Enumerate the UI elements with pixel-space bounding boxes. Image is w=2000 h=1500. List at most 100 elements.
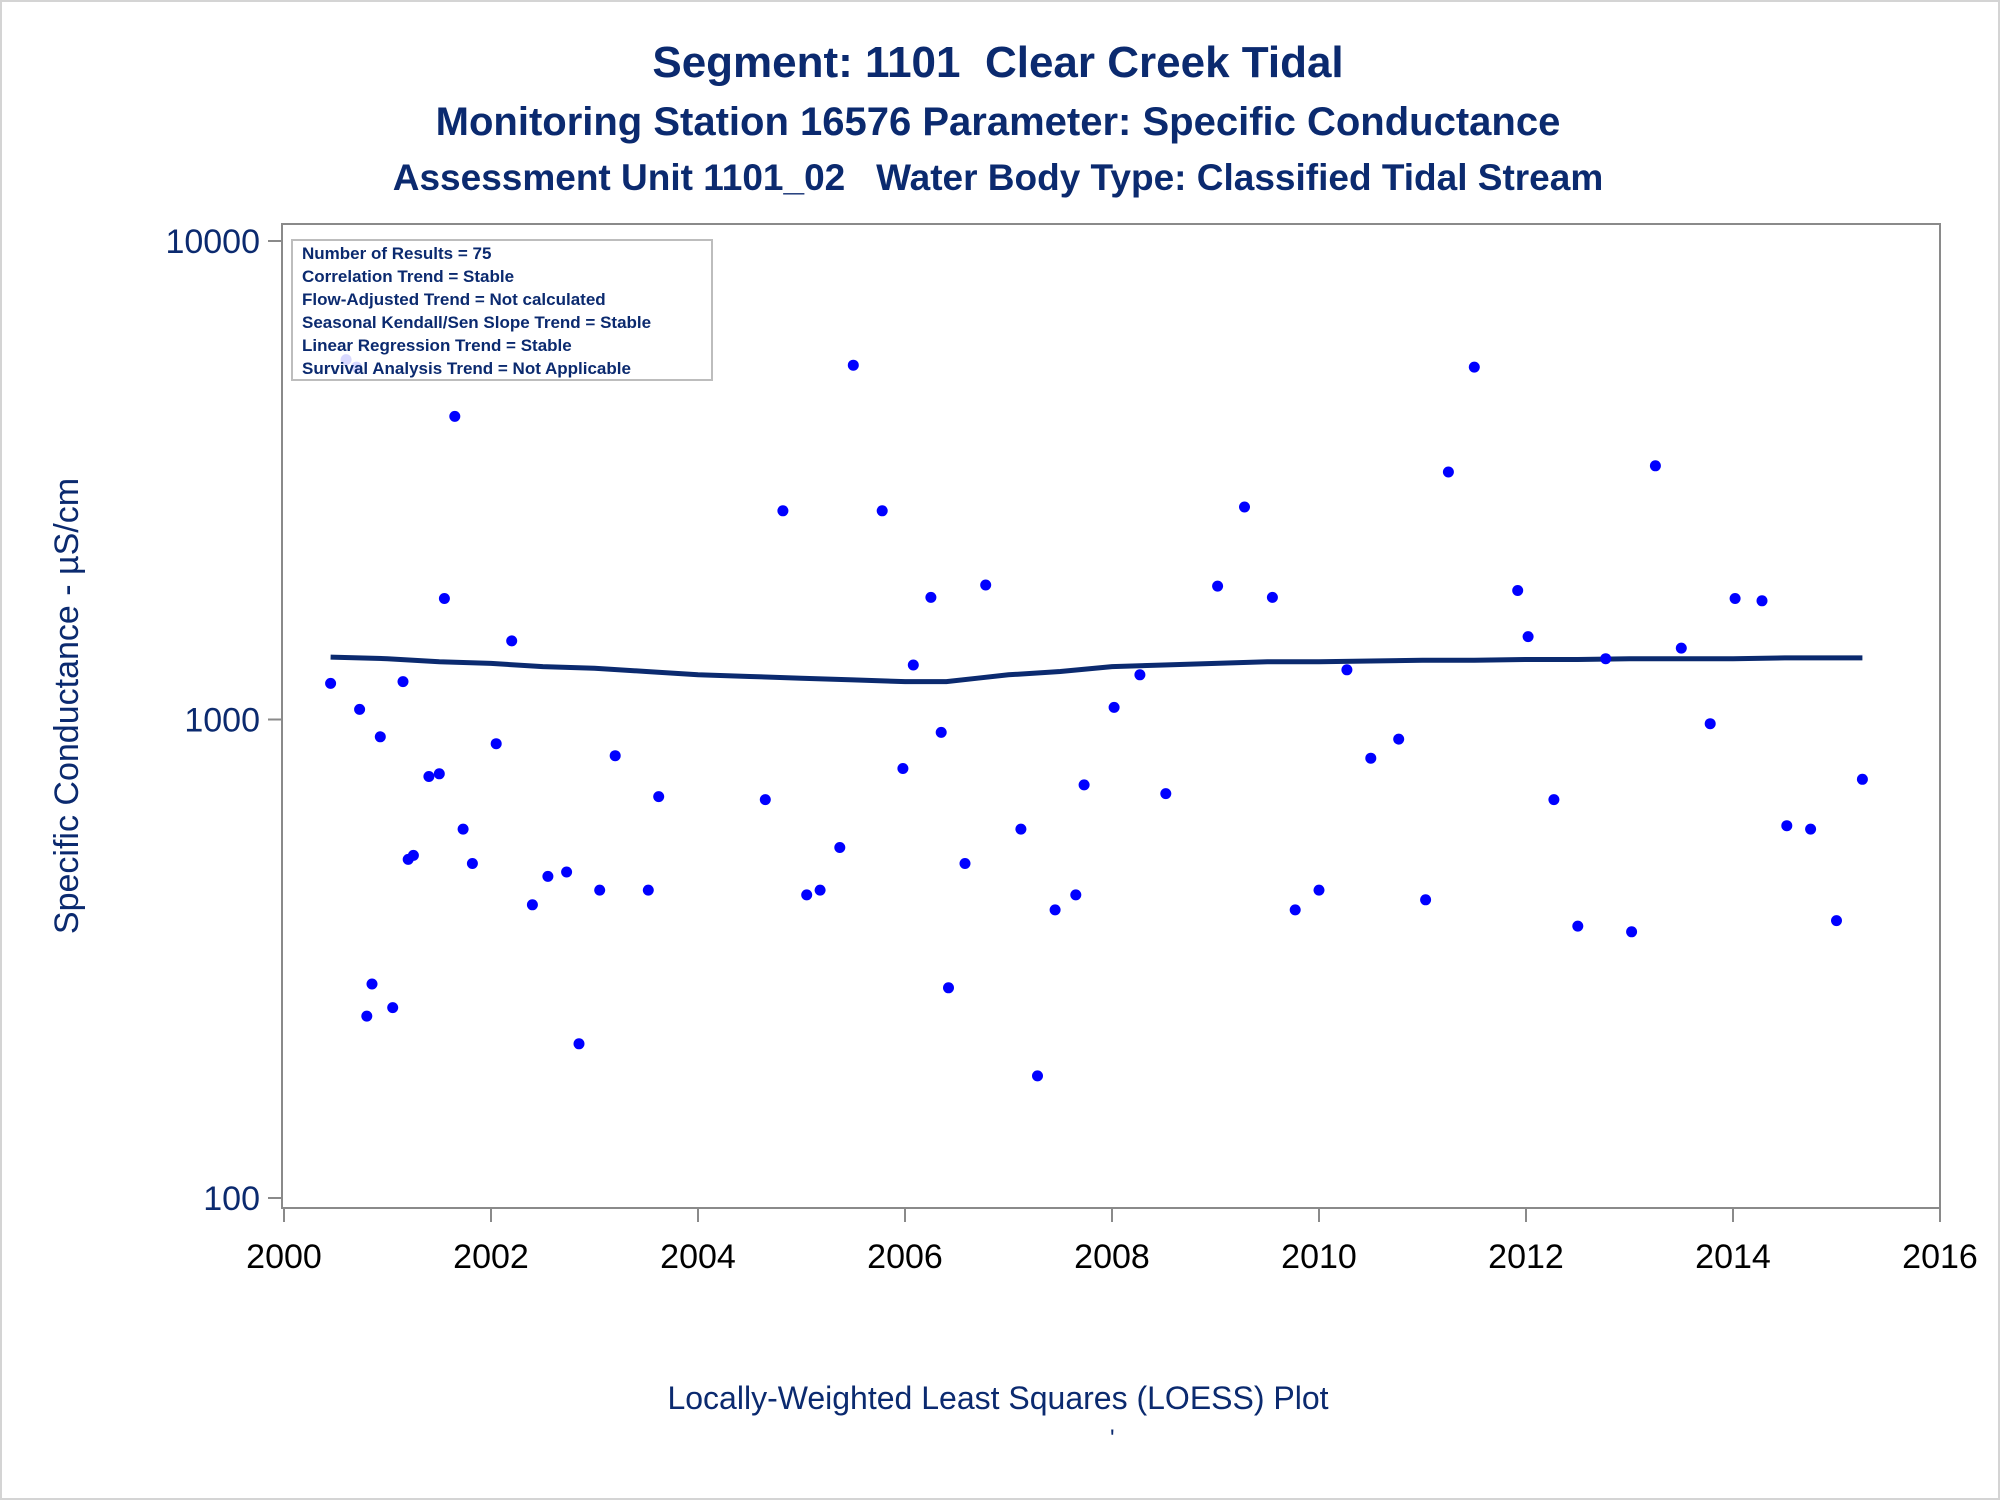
y-tick-label: 100: [203, 1180, 260, 1218]
data-point: [1160, 788, 1172, 800]
plot-area: [282, 224, 1940, 1208]
y-axis-label: Specific Conductance - µS/cm: [48, 478, 86, 934]
stats-line: Seasonal Kendall/Sen Slope Trend = Stabl…: [302, 313, 651, 332]
data-point: [457, 823, 469, 835]
x-tick-label: 2016: [1902, 1238, 1978, 1276]
data-point: [1600, 653, 1612, 665]
data-point: [1108, 701, 1120, 713]
data-point: [1078, 779, 1090, 791]
x-tick-label: 2000: [246, 1238, 322, 1276]
data-point: [1365, 752, 1377, 764]
data-point: [959, 858, 971, 869]
data-point: [1420, 894, 1432, 906]
stats-line: Survival Analysis Trend = Not Applicable: [302, 359, 631, 378]
data-point: [387, 1002, 399, 1014]
data-point: [1572, 920, 1584, 932]
data-point: [1134, 669, 1146, 681]
data-point: [777, 505, 789, 517]
data-point: [1649, 460, 1661, 472]
data-point: [1341, 664, 1353, 676]
data-point: [407, 849, 419, 861]
x-tick-label: 2006: [867, 1238, 943, 1276]
data-point: [1049, 904, 1061, 916]
data-point: [1675, 642, 1687, 654]
data-point: [423, 771, 435, 782]
data-point: [907, 659, 919, 671]
data-point: [438, 593, 450, 604]
x-tick-label: 2004: [660, 1238, 736, 1276]
footnote-mark: ': [1110, 1425, 1115, 1452]
chart-title: Segment: 1101 Clear Creek Tidal: [652, 38, 1344, 87]
data-point: [609, 750, 621, 762]
data-point: [1831, 915, 1842, 927]
data-point: [642, 884, 654, 896]
data-point: [1289, 904, 1301, 916]
data-point: [1704, 718, 1716, 730]
data-point: [1781, 820, 1793, 832]
data-point: [814, 884, 826, 896]
data-point: [925, 591, 937, 603]
data-point: [1070, 889, 1082, 901]
data-point: [490, 738, 502, 750]
data-point: [801, 889, 813, 901]
data-point: [561, 866, 573, 878]
data-point: [361, 1010, 373, 1022]
loess-line: [330, 654, 1863, 685]
data-point: [1468, 361, 1480, 373]
data-point: [1756, 595, 1768, 607]
data-point: [980, 579, 992, 591]
chart-subtitle-2: Assessment Unit 1101_02 Water Body Type:…: [392, 157, 1604, 198]
data-point: [542, 870, 554, 882]
data-point: [1512, 585, 1524, 596]
data-point: [325, 677, 337, 689]
stats-line: Flow-Adjusted Trend = Not calculated: [302, 290, 606, 309]
x-tick-label: 2008: [1074, 1238, 1150, 1276]
footnote: Locally-Weighted Least Squares (LOESS) P…: [667, 1380, 1329, 1416]
data-point: [943, 982, 954, 994]
data-point: [594, 884, 606, 896]
data-point: [573, 1038, 585, 1050]
stats-line: Number of Results = 75: [302, 244, 491, 263]
y-tick-label: 10000: [165, 223, 260, 261]
data-point: [1522, 631, 1534, 643]
data-point: [876, 505, 888, 517]
data-point: [847, 359, 859, 371]
stats-line: Linear Regression Trend = Stable: [302, 336, 572, 355]
data-point: [834, 842, 846, 853]
data-point: [506, 635, 518, 647]
y-tick-label: 1000: [184, 702, 260, 740]
x-tick-label: 2012: [1488, 1238, 1564, 1276]
data-point: [653, 791, 665, 803]
data-point: [1032, 1070, 1043, 1082]
x-tick-label: 2010: [1281, 1238, 1357, 1276]
data-point: [366, 978, 378, 990]
data-point: [897, 763, 909, 774]
data-point: [1626, 926, 1638, 938]
chart-subtitle: Monitoring Station 16576 Parameter: Spec…: [435, 100, 1561, 144]
data-point: [449, 410, 461, 422]
data-point: [1856, 773, 1868, 785]
data-point: [1313, 884, 1325, 896]
data-point: [397, 676, 409, 688]
data-point: [1805, 823, 1817, 835]
data-point: [1729, 593, 1741, 604]
data-point: [354, 703, 366, 715]
data-point: [759, 794, 771, 806]
data-point: [1212, 580, 1224, 592]
stats-line: Correlation Trend = Stable: [302, 267, 514, 286]
data-point: [1393, 733, 1405, 745]
x-tick-label: 2002: [453, 1238, 529, 1276]
data-point: [1442, 466, 1454, 478]
data-point: [1015, 823, 1027, 835]
data-point: [1266, 591, 1278, 603]
data-point: [466, 858, 478, 869]
data-point: [374, 731, 386, 743]
x-tick-label: 2014: [1695, 1238, 1771, 1276]
data-point: [935, 726, 947, 738]
stats-box: [291, 239, 713, 381]
data-point: [1239, 501, 1250, 513]
data-point: [1548, 794, 1560, 806]
data-point: [433, 768, 445, 780]
data-point: [526, 899, 538, 911]
